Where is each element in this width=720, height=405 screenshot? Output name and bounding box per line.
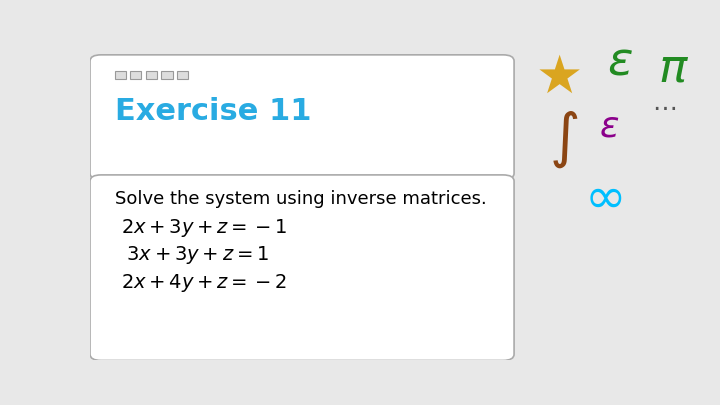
FancyBboxPatch shape bbox=[161, 71, 173, 79]
FancyBboxPatch shape bbox=[145, 71, 157, 79]
Text: $\cdots$: $\cdots$ bbox=[652, 95, 676, 119]
Text: $2x + 4y + z = -2$: $2x + 4y + z = -2$ bbox=[121, 272, 287, 294]
Text: Exercise 11: Exercise 11 bbox=[115, 97, 312, 126]
Text: $2x + 3y + z = -1$: $2x + 3y + z = -1$ bbox=[121, 217, 287, 239]
Text: $\pi$: $\pi$ bbox=[658, 47, 689, 92]
FancyBboxPatch shape bbox=[90, 55, 514, 179]
Text: $\int$: $\int$ bbox=[549, 109, 578, 170]
Text: $\infty$: $\infty$ bbox=[584, 173, 622, 222]
Text: $\;3x + 3y + z = 1$: $\;3x + 3y + z = 1$ bbox=[121, 243, 269, 266]
FancyBboxPatch shape bbox=[177, 71, 188, 79]
FancyBboxPatch shape bbox=[130, 71, 141, 79]
Text: ★: ★ bbox=[536, 52, 582, 104]
Text: Solve the system using inverse matrices.: Solve the system using inverse matrices. bbox=[115, 190, 487, 209]
FancyBboxPatch shape bbox=[90, 175, 514, 360]
Text: $\epsilon$: $\epsilon$ bbox=[607, 39, 633, 85]
Text: $\epsilon$: $\epsilon$ bbox=[600, 109, 620, 143]
FancyBboxPatch shape bbox=[114, 71, 126, 79]
